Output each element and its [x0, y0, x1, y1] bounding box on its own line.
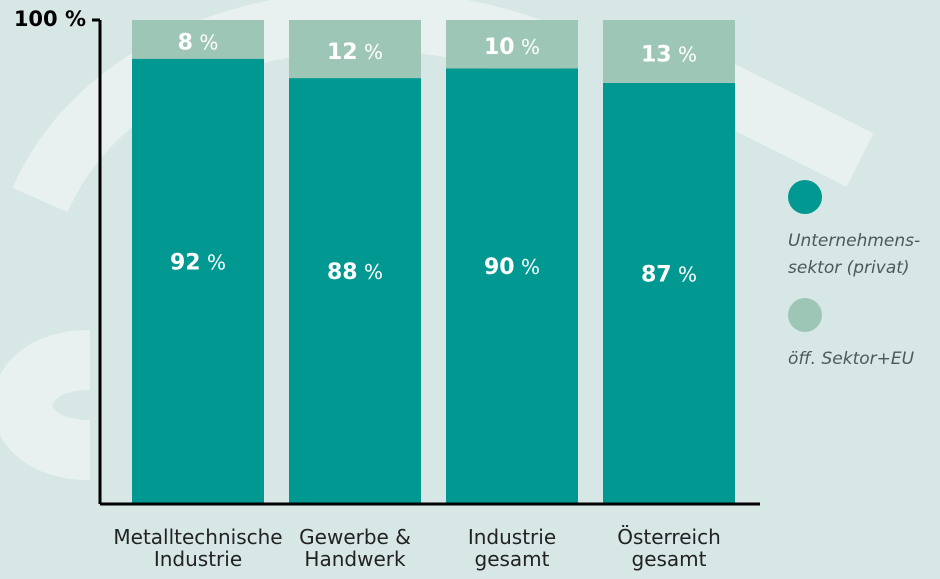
legend-label: öff. Sektor+EU — [788, 349, 915, 369]
value-label-part: % — [358, 40, 383, 64]
text-line: Gewerbe & — [299, 525, 411, 549]
value-label: 10 % — [484, 35, 540, 61]
value-label-part: 87 — [641, 262, 672, 287]
value-label-part: 92 — [170, 250, 201, 275]
value-label-part: 10 — [484, 35, 515, 60]
text-line: Österreich — [617, 525, 721, 549]
value-label: 8 % — [178, 30, 219, 56]
value-label: 92 % — [170, 250, 226, 276]
value-label-part: % — [193, 30, 218, 54]
value-label-part: 8 — [178, 30, 193, 55]
value-label-part: % — [672, 262, 697, 286]
value-label-part: % — [672, 42, 697, 66]
bar-segment — [446, 68, 578, 504]
text-line: öff. Sektor+EU — [788, 349, 915, 369]
value-label: 90 % — [484, 255, 540, 281]
value-label-part: 12 — [327, 40, 358, 65]
value-label-part: % — [515, 255, 540, 279]
bar-segment — [132, 59, 264, 504]
text-line: Metalltechnische — [113, 525, 282, 549]
bar-segment — [289, 78, 421, 504]
value-label-part: 13 — [641, 42, 672, 67]
text-line: Handwerk — [304, 547, 406, 571]
legend-swatch — [788, 180, 822, 214]
value-label-part: 88 — [327, 260, 358, 285]
text-line: Industrie — [154, 547, 242, 571]
value-label: 87 % — [641, 262, 697, 288]
value-label-part: 90 — [484, 255, 515, 280]
value-label: 13 % — [641, 42, 697, 68]
text-line: sektor (privat) — [788, 258, 910, 278]
text-line: gesamt — [475, 547, 550, 571]
value-label-part: % — [515, 35, 540, 59]
x-tick-label: Gewerbe &Handwerk — [299, 525, 411, 571]
chart: 100 %92 %8 %MetalltechnischeIndustrie88 … — [0, 0, 940, 579]
value-label: 12 % — [327, 40, 383, 66]
value-label-part: % — [201, 250, 226, 274]
value-label: 88 % — [327, 260, 383, 286]
text-line: Industrie — [468, 525, 556, 549]
bar-segment — [603, 83, 735, 504]
text-line: Unternehmens- — [788, 231, 920, 251]
value-label-part: % — [358, 260, 383, 284]
y-tick-label: 100 % — [14, 7, 86, 31]
text-line: gesamt — [632, 547, 707, 571]
legend-swatch — [788, 298, 822, 332]
